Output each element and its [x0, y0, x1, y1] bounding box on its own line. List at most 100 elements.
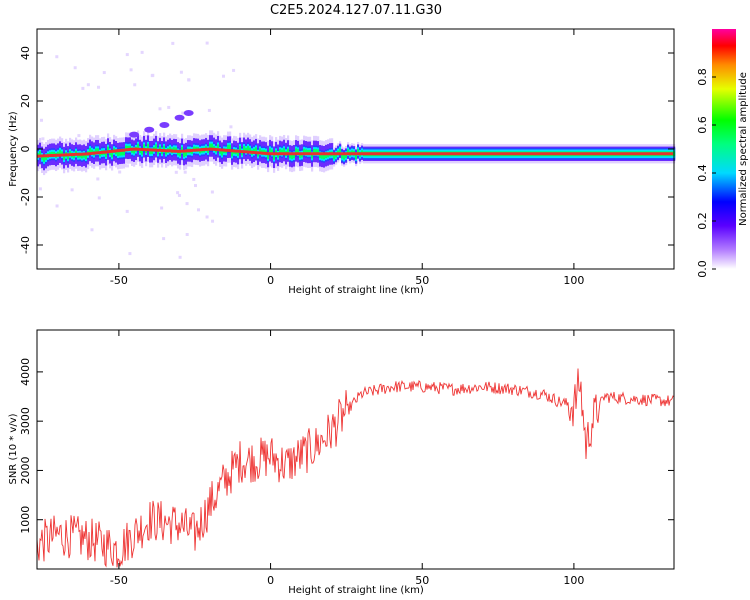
spectrogram-band-cell [45, 155, 48, 160]
spectrogram-band-cell [111, 152, 114, 158]
snr-y-tick-label: 3000 [19, 407, 32, 435]
snr-plot-area [36, 368, 675, 568]
spectrogram-y-tick-label: 0 [19, 146, 32, 153]
spectrogram-band-cell [163, 145, 166, 151]
spectrogram-band-cell [347, 149, 350, 155]
spectrogram-noise-cell [185, 202, 189, 206]
spectrogram-noise-cell [181, 111, 185, 115]
snr-y-ticks: 1000 2000 3000 4000 [19, 358, 674, 534]
spectrogram-band-cell [237, 151, 240, 156]
spectrogram-y-axis-label: Frequency (Hz) [8, 111, 19, 187]
spectrogram-band-cell [319, 153, 322, 159]
spectrogram-x-axis-label: Height of straight line (km) [288, 285, 424, 296]
spectrogram-noise-cell [123, 164, 127, 168]
spectrogram-noise-cell [229, 125, 233, 129]
spectrogram-band-cell [317, 149, 320, 155]
spectrogram-band-cell [105, 152, 108, 158]
colorbar-tick-label: 0.0 [696, 260, 709, 278]
spectrogram-noise-cell [125, 209, 129, 213]
spectrogram-band-cell [157, 149, 160, 155]
snr-panel: -50 0 50 100 1000 2000 3000 4000 Height of str… [8, 329, 675, 596]
spectrogram-band-cell [185, 151, 188, 157]
spectrogram-band-cell [249, 147, 252, 153]
spectrogram-band-cell [259, 148, 262, 154]
spectrogram-noise-cell [90, 228, 94, 232]
spectrogram-band-cell [181, 146, 184, 152]
spectrogram-noise-cell [167, 105, 171, 109]
spectrogram-band-cell [273, 154, 276, 160]
spectrogram-band-cell [255, 147, 258, 153]
spectrogram-noise-cell [158, 107, 162, 111]
spectrogram-y-ticks: -40 -20 0 20 40 [19, 46, 674, 254]
spectrogram-band-cell [269, 148, 272, 154]
spectrogram-band-cell [279, 149, 282, 154]
spectrogram-band-cell [247, 146, 250, 151]
spectrogram-band-cell [281, 149, 284, 155]
spectrogram-band-cell [311, 153, 314, 159]
spectrogram-noise-cell [210, 190, 214, 194]
spectrogram-band-cell [155, 144, 158, 150]
spectrogram-band-cell [339, 148, 342, 154]
spectrogram-y-tick-label: 40 [19, 46, 32, 60]
spectrogram-band-cell [303, 148, 306, 154]
spectrogram-x-ticks: -50 0 50 100 [110, 29, 584, 287]
spectrogram-noise-cell [55, 55, 59, 59]
spectrogram-noise-cell [232, 68, 236, 72]
colorbar-ticks: 0.0 0.2 0.4 0.6 0.8 [696, 68, 716, 278]
spectrogram-secondary-blob [129, 131, 140, 138]
spectrogram-band-cell [107, 146, 110, 152]
spectrogram-noise-cell [38, 187, 42, 191]
spectrogram-y-tick-label: 20 [19, 94, 32, 108]
spectrogram-noise-cell [40, 118, 44, 122]
spectrogram-plot-area [36, 41, 676, 259]
spectrogram-band-cell [357, 149, 360, 154]
spectrogram-noise-cell [205, 41, 209, 45]
spectrogram-band-cell [211, 143, 214, 149]
snr-x-axis-label: Height of straight line (km) [288, 585, 424, 596]
spectrogram-noise-cell [118, 170, 122, 174]
spectrogram-band-cell [141, 149, 144, 155]
spectrogram-band-cell [81, 153, 84, 159]
snr-series-line [36, 368, 675, 568]
spectrogram-band-cell [355, 154, 358, 159]
spectrogram-x-tick-label: 100 [563, 274, 584, 287]
spectrogram-band-cell [123, 150, 126, 156]
spectrogram-noise-cell [207, 108, 211, 112]
spectrogram-noise-cell [174, 170, 178, 174]
spectrogram-noise-cell [185, 233, 189, 237]
spectrogram-band-cell [95, 148, 98, 154]
spectrogram-band-cell [287, 148, 290, 154]
spectrogram-band-cell [313, 149, 316, 154]
snr-x-tick-label: -50 [110, 574, 128, 587]
spectrogram-noise-cell [162, 237, 166, 241]
spectrogram-band-cell [183, 152, 186, 157]
spectrogram-band-cell [291, 154, 294, 159]
chart-title: C2E5.2024.127.07.11.G30 [270, 3, 442, 18]
spectrogram-band-cell [159, 146, 162, 152]
spectrogram-band-cell [217, 144, 220, 150]
spectrogram-noise-cell [129, 68, 133, 72]
spectrogram-noise-cell [97, 85, 101, 89]
colorbar-gradient [712, 29, 736, 269]
spectrogram-band-cell [227, 144, 230, 150]
spectrogram-band-cell [345, 153, 348, 158]
spectrogram-noise-cell [160, 206, 164, 210]
spectrogram-noise-cell [176, 191, 180, 195]
snr-x-tick-label: 100 [563, 574, 584, 587]
spectrogram-noise-cell [171, 41, 175, 45]
spectrogram-noise-cell [151, 73, 155, 77]
spectrogram-noise-cell [196, 208, 200, 212]
spectrogram-band-cell [143, 144, 146, 150]
spectrogram-noise-cell [86, 83, 90, 87]
spectrogram-noise-cell [125, 53, 129, 57]
spectrogram-noise-cell [194, 184, 198, 188]
spectrogram-band-cell [295, 148, 298, 154]
spectrogram-band-cell [67, 154, 70, 160]
spectrogram-band-cell [133, 148, 136, 154]
spectrogram-band-cell [59, 149, 62, 155]
snr-x-tick-label: 50 [415, 574, 429, 587]
spectrogram-band-cell [177, 150, 180, 156]
spectrogram-noise-cell [70, 188, 74, 192]
spectrogram-band-cell [239, 146, 242, 151]
spectrogram-secondary-blob [183, 110, 194, 116]
